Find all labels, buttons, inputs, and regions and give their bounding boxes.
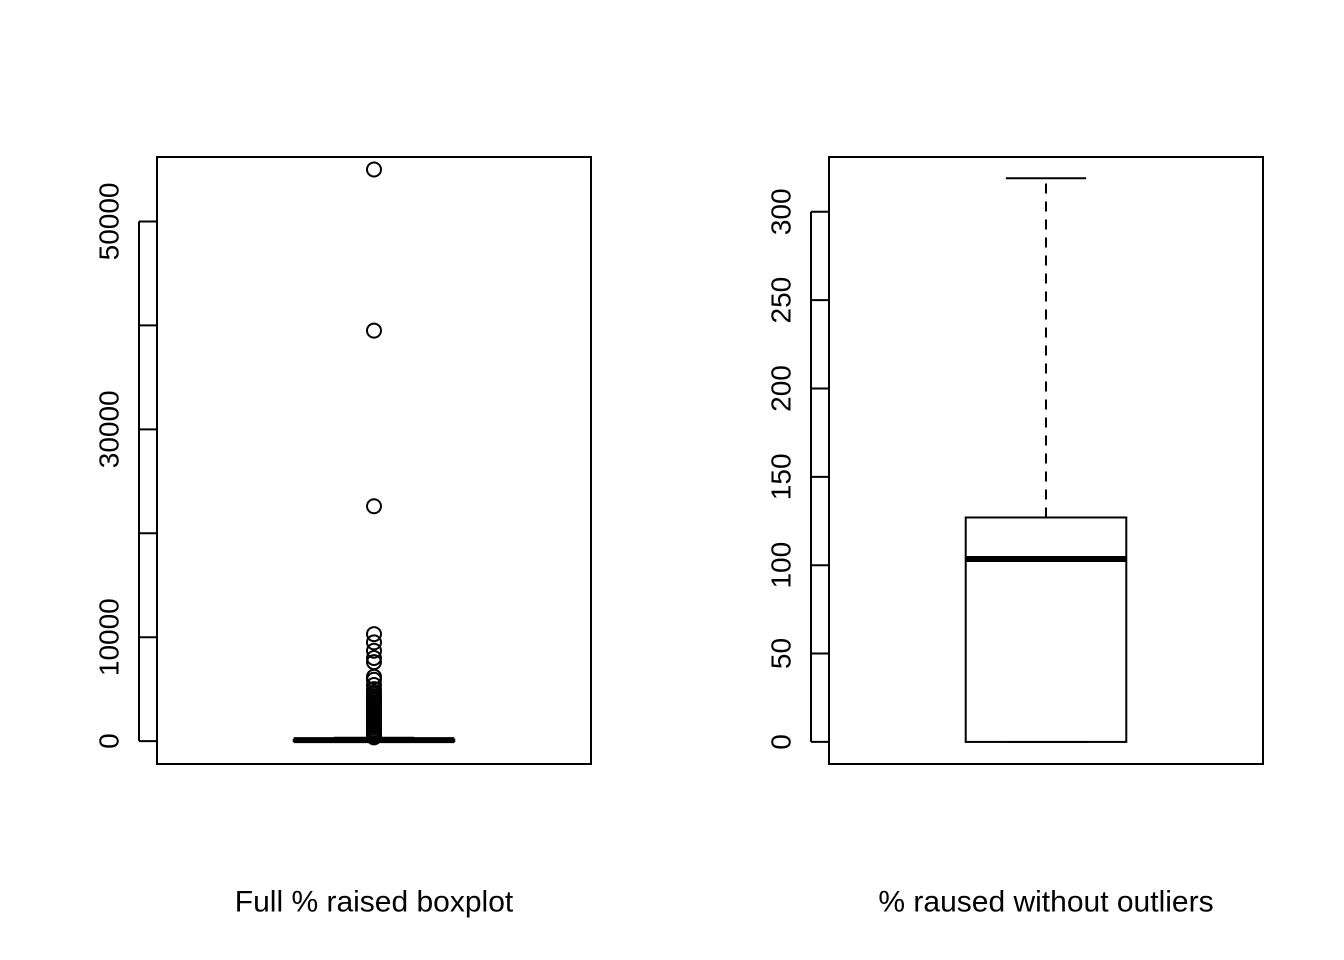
y-tick-label: 50 <box>766 638 797 669</box>
y-tick-label: 0 <box>766 734 797 750</box>
panel-xlabel: % raused without outliers <box>878 886 1213 919</box>
y-tick-label: 250 <box>766 277 797 324</box>
plot-frame <box>156 156 592 765</box>
outlier-point <box>366 626 382 643</box>
outlier-point <box>366 642 382 659</box>
y-tick-label: 150 <box>766 453 797 500</box>
panel-2: 0 50 100 150 200 250 300 % raused without outli… <box>766 156 1264 919</box>
outlier-point <box>366 322 382 339</box>
panel-xlabel: Full % raised boxplot <box>235 886 514 919</box>
plot-frame <box>828 156 1264 765</box>
outlier-point <box>366 649 382 666</box>
y-tick-label: 200 <box>766 365 797 412</box>
y-tick-label: 30000 <box>94 390 125 468</box>
y-tick-label: 300 <box>766 188 797 235</box>
outlier-point <box>366 161 382 178</box>
y-tick-label: 100 <box>766 542 797 589</box>
y-tick-label: 50000 <box>94 183 125 261</box>
panel-1: 0 10000 30000 50000 Full % raised boxplot <box>94 156 592 919</box>
outlier-point <box>366 729 382 746</box>
y-tick-label: 0 <box>94 733 125 749</box>
outlier-point <box>366 634 382 651</box>
iqr-box <box>964 516 1128 743</box>
outlier-point <box>366 498 382 515</box>
y-tick-label: 10000 <box>94 598 125 676</box>
